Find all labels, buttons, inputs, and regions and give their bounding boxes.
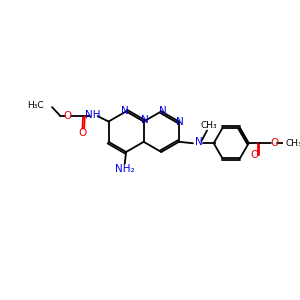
Text: NH: NH xyxy=(85,110,100,120)
Text: N: N xyxy=(195,137,203,147)
Text: O: O xyxy=(270,138,278,148)
Text: H₃C: H₃C xyxy=(28,100,44,109)
Text: N: N xyxy=(158,106,166,116)
Text: O: O xyxy=(63,111,72,121)
Text: CH₃: CH₃ xyxy=(201,121,217,130)
Text: N: N xyxy=(141,116,148,125)
Text: O: O xyxy=(79,128,87,138)
Text: O: O xyxy=(250,150,258,161)
Text: NH₂: NH₂ xyxy=(115,164,134,174)
Text: N: N xyxy=(176,117,184,127)
Text: N: N xyxy=(121,106,129,116)
Text: CH₃: CH₃ xyxy=(286,139,300,148)
